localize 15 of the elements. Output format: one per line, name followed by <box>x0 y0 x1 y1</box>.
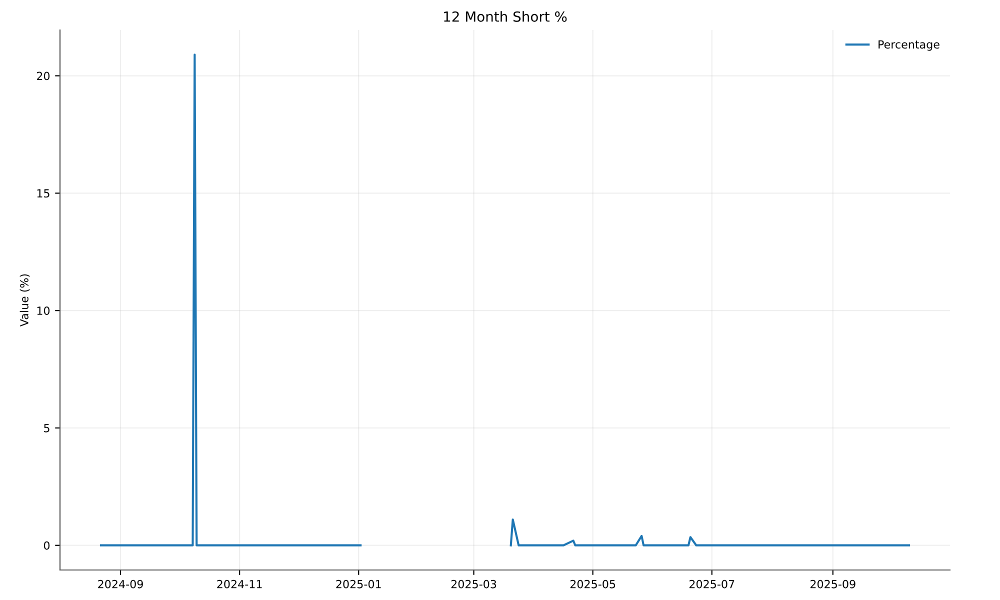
x-tick-label: 2025-09 <box>810 580 856 588</box>
legend-label: Percentage <box>878 40 940 51</box>
x-tick-label: 2025-01 <box>336 580 381 588</box>
y-tick-label: 0 <box>44 541 50 550</box>
y-tick-label: 10 <box>37 306 50 315</box>
chart-title: 12 Month Short % <box>444 11 567 22</box>
x-tick-label: 2025-07 <box>689 580 734 588</box>
y-tick-label: 15 <box>37 189 50 198</box>
x-tick-label: 2024-11 <box>217 580 262 588</box>
x-tick-label: 2024-09 <box>98 580 143 588</box>
y-tick-label: 20 <box>36 72 50 80</box>
x-tick-label: 2025-03 <box>451 580 496 588</box>
x-tick-label: 2025-05 <box>570 580 616 588</box>
y-axis-title: Value (%) <box>20 274 30 327</box>
y-tick-label: 5 <box>44 424 50 432</box>
